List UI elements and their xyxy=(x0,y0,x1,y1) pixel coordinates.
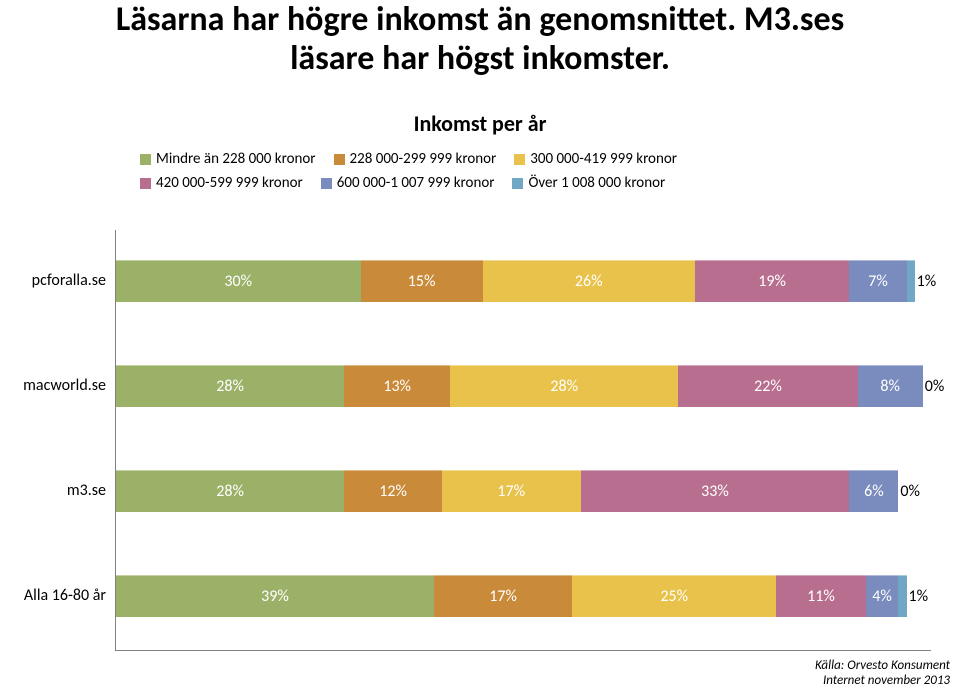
bar-row: 39%17%25%11%4%1% xyxy=(116,575,931,617)
bar-segments: 28%12%17%33%6%0% xyxy=(116,470,898,512)
category-label: m3.se xyxy=(1,470,106,512)
chart-plot-area: pcforalla.se30%15%26%19%7%1%macworld.se2… xyxy=(115,230,931,651)
bar-segment: 1% xyxy=(907,260,915,302)
bar-value-label: 1% xyxy=(909,576,929,618)
slide-title: Läsarna har högre inkomst än genomsnitte… xyxy=(0,0,960,78)
bar-segment: 28% xyxy=(116,365,344,407)
bar-value-label: 0% xyxy=(900,471,920,513)
bar-segment: 12% xyxy=(344,470,442,512)
source-citation: Källa: Orvesto Konsument Internet novemb… xyxy=(815,658,950,689)
bar-segment: 25% xyxy=(572,575,776,617)
legend-item: 228 000-299 999 kronor xyxy=(334,150,497,168)
bar-segments: 39%17%25%11%4%1% xyxy=(116,575,907,617)
legend-swatch xyxy=(334,154,345,165)
legend-label: 228 000-299 999 kronor xyxy=(350,150,497,168)
legend-label: 420 000-599 999 kronor xyxy=(156,174,303,192)
chart-legend: Mindre än 228 000 kronor 228 000-299 999 … xyxy=(140,150,820,198)
legend-row: Mindre än 228 000 kronor 228 000-299 999 … xyxy=(140,150,820,168)
bar-segment: 8% xyxy=(858,365,923,407)
category-label: Alla 16-80 år xyxy=(1,575,106,617)
bar-segment: 17% xyxy=(434,575,573,617)
bar-segment: 22% xyxy=(678,365,857,407)
bar-segment: 1% xyxy=(898,575,906,617)
bar-segment: 4% xyxy=(866,575,899,617)
title-line-2: läsare har högst inkomster. xyxy=(290,38,670,79)
bar-segment: 6% xyxy=(849,470,898,512)
bar-segment: 26% xyxy=(483,260,695,302)
legend-label: 300 000-419 999 kronor xyxy=(530,150,677,168)
source-line-2: Internet november 2013 xyxy=(823,673,950,688)
bar-segments: 28%13%28%22%8%0% xyxy=(116,365,923,407)
bar-segment: 28% xyxy=(450,365,678,407)
bar-segment: 28% xyxy=(116,470,344,512)
legend-swatch xyxy=(321,178,332,189)
legend-label: 600 000-1 007 999 kronor xyxy=(337,174,495,192)
bar-segment: 17% xyxy=(442,470,581,512)
legend-swatch xyxy=(140,154,151,165)
category-label: pcforalla.se xyxy=(1,260,106,302)
bar-row: 30%15%26%19%7%1% xyxy=(116,260,931,302)
legend-item: 420 000-599 999 kronor xyxy=(140,174,303,192)
source-line-1: Källa: Orvesto Konsument xyxy=(815,658,950,673)
legend-item: 300 000-419 999 kronor xyxy=(514,150,677,168)
title-line-1: Läsarna har högre inkomst än genomsnitte… xyxy=(116,0,844,40)
bar-segment: 30% xyxy=(116,260,361,302)
legend-row: 420 000-599 999 kronor 600 000-1 007 999 … xyxy=(140,174,820,192)
bar-segment: 15% xyxy=(361,260,483,302)
bar-segment: 11% xyxy=(776,575,866,617)
bar-segment: 13% xyxy=(344,365,450,407)
legend-swatch xyxy=(514,154,525,165)
bar-value-label: 0% xyxy=(925,366,945,408)
bar-segments: 30%15%26%19%7%1% xyxy=(116,260,915,302)
bar-segment: 7% xyxy=(849,260,906,302)
legend-label: Mindre än 228 000 kronor xyxy=(156,150,316,168)
bar-segment: 19% xyxy=(695,260,850,302)
bar-row: 28%13%28%22%8%0% xyxy=(116,365,931,407)
legend-swatch xyxy=(140,178,151,189)
legend-item: Över 1 008 000 kronor xyxy=(512,174,665,192)
chart-title: Inkomst per år xyxy=(0,110,960,137)
bar-segment: 33% xyxy=(581,470,850,512)
legend-item: Mindre än 228 000 kronor xyxy=(140,150,316,168)
bar-row: 28%12%17%33%6%0% xyxy=(116,470,931,512)
bar-segment: 39% xyxy=(116,575,434,617)
category-label: macworld.se xyxy=(1,365,106,407)
legend-label: Över 1 008 000 kronor xyxy=(528,174,665,192)
legend-item: 600 000-1 007 999 kronor xyxy=(321,174,495,192)
bar-value-label: 1% xyxy=(917,261,937,303)
legend-swatch xyxy=(512,178,523,189)
